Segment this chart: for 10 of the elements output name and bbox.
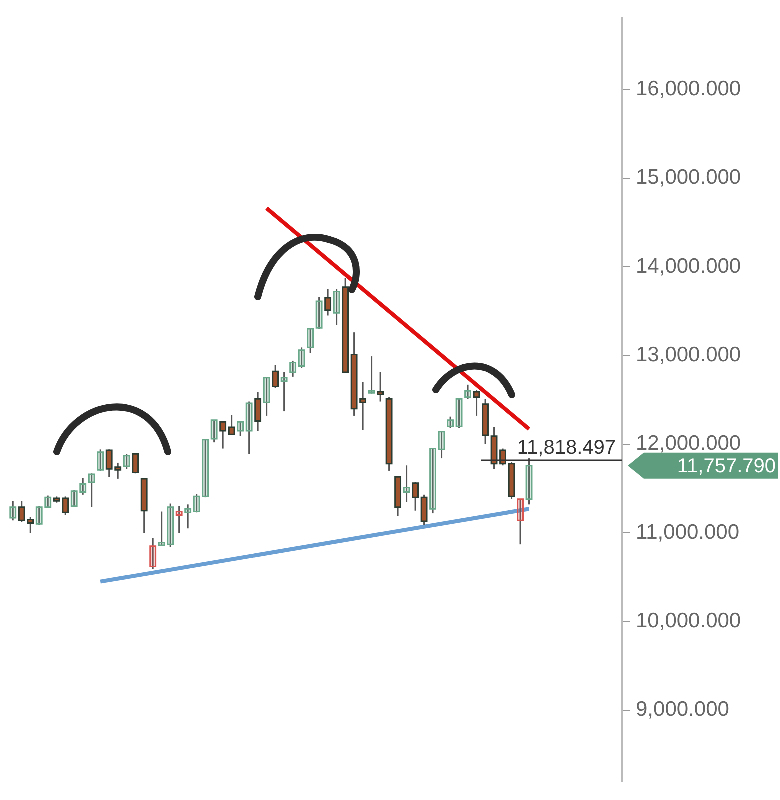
y-tick-label: 11,000.000 bbox=[636, 520, 740, 544]
y-tick-label: 15,000.000 bbox=[636, 166, 742, 190]
y-tick-label: 14,000.000 bbox=[636, 254, 742, 278]
y-tick-label: 16,000.000 bbox=[636, 77, 742, 100]
y-tick-label: 9,000.000 bbox=[636, 698, 730, 722]
y-tick-label: 13,000.000 bbox=[636, 343, 742, 366]
text: 11,757.790 bbox=[677, 455, 776, 478]
y-tick-label: 10,000.000 bbox=[636, 610, 742, 633]
ref-line-label: 11,818.497 bbox=[517, 436, 616, 459]
y-tick-label: 12,000.000 bbox=[636, 432, 742, 456]
